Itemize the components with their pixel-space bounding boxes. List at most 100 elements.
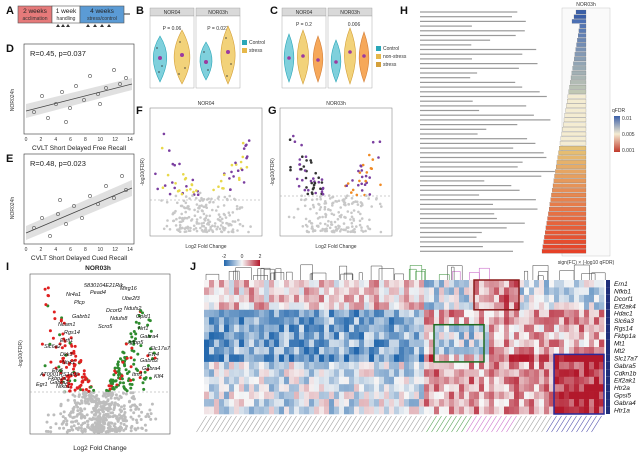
heatmap-cell — [239, 376, 245, 385]
heatmap-cell — [304, 287, 310, 296]
heatmap-cell — [484, 376, 490, 385]
heatmap-cell — [289, 332, 295, 340]
volcano-point — [140, 410, 144, 414]
heatmap-cell — [224, 302, 230, 311]
heatmap-cell — [239, 354, 245, 363]
heatmap-cell — [389, 309, 395, 318]
heatmap-cell — [444, 324, 450, 333]
volcano-point — [289, 168, 292, 172]
heatmap-cell — [299, 369, 305, 378]
volcano-point — [202, 221, 205, 225]
volcano-point — [168, 192, 172, 196]
heatmap-cell — [364, 302, 370, 311]
volcano-point — [199, 216, 202, 219]
heatmap-cell — [284, 332, 290, 340]
heatmap-cell — [569, 399, 575, 407]
heatmap-cell — [389, 361, 395, 370]
heatmap-cell — [574, 309, 580, 318]
column-label-placeholder — [291, 415, 302, 433]
volcano-point — [189, 188, 192, 191]
heatmap-cell — [344, 354, 350, 363]
heatmap-cell — [534, 354, 540, 363]
column-label-placeholder — [326, 415, 337, 433]
heatmap-cell — [459, 361, 465, 370]
heatmap-cell — [484, 391, 490, 400]
heatmap-row-label: Hdac1 — [614, 311, 633, 318]
heatmap-cell — [359, 317, 365, 325]
volcano-point — [79, 426, 83, 430]
dendrogram-branch — [263, 268, 275, 280]
heatmap-cell — [269, 317, 275, 325]
heatmap-cell — [239, 324, 245, 333]
volcano-point — [193, 208, 196, 212]
volcano-point — [125, 424, 129, 428]
bar — [576, 42, 587, 47]
heatmap-cell — [399, 347, 405, 355]
heatmap-cell — [269, 361, 275, 370]
heatmap-cell — [224, 399, 230, 407]
heatmap-cell — [244, 287, 250, 296]
volcano-point — [183, 227, 187, 231]
heatmap-cell — [439, 391, 445, 400]
heatmap-cell — [454, 391, 460, 400]
heatmap-cell — [254, 287, 260, 296]
heatmap-cell — [224, 332, 230, 340]
heatmap-cell — [499, 302, 505, 311]
heatmap-cell — [524, 339, 530, 348]
heatmap-cell — [324, 317, 330, 325]
heatmap-cell — [594, 287, 600, 296]
heatmap-cell — [534, 384, 540, 392]
heatmap-cell — [209, 406, 215, 415]
heatmap-cell — [249, 384, 255, 392]
heatmap-cell — [209, 294, 215, 303]
heatmap-cell — [519, 317, 525, 325]
column-label-placeholder — [571, 415, 582, 433]
volcano-point — [245, 165, 249, 169]
heatmap-cell — [534, 376, 540, 385]
heatmap-cell — [229, 309, 235, 318]
volcano-point — [108, 415, 112, 419]
heatmap-cell — [594, 317, 600, 325]
heatmap-cell — [514, 384, 520, 392]
volcano-point — [132, 411, 136, 415]
heatmap-cell — [589, 384, 595, 392]
heatmap-cell — [264, 339, 270, 348]
heatmap-cell — [404, 324, 410, 333]
bar — [561, 131, 587, 137]
heatmap-cell — [224, 339, 230, 348]
heatmap-cell — [439, 369, 445, 378]
volcano-point — [370, 205, 374, 208]
volcano-point — [103, 422, 106, 426]
term-label-placeholder — [420, 95, 547, 98]
volcano-point — [103, 413, 107, 417]
timeline-box1-label: 2 weeks — [23, 8, 48, 15]
dendrogram-branch — [260, 267, 271, 280]
volcano-point — [224, 216, 228, 219]
heatmap-cell — [274, 339, 280, 348]
heatmap-cell — [379, 376, 385, 385]
gene-label: Rgs14 — [64, 330, 80, 336]
p-value-left: P = 0.06 — [163, 26, 182, 32]
volcano-point — [330, 212, 334, 216]
heatmap-cell — [244, 324, 250, 333]
panel-label-e: E — [6, 153, 13, 165]
heatmap-cell — [339, 391, 345, 400]
heatmap-cell — [364, 354, 370, 363]
volcano-point — [211, 230, 215, 234]
heatmap-cell — [529, 369, 535, 378]
volcano-point — [357, 210, 360, 214]
volcano-point — [230, 223, 233, 227]
volcano-point — [200, 222, 203, 225]
heatmap-cell — [484, 399, 490, 407]
volcano-point — [364, 229, 367, 233]
heatmap-row-label: Slc6a3 — [614, 318, 634, 325]
volcano-point — [345, 226, 349, 229]
heatmap-cell — [369, 347, 375, 355]
heatmap-cell — [584, 302, 590, 311]
heatmap-cell — [359, 280, 365, 288]
heatmap-cell — [564, 309, 570, 318]
volcano-point — [228, 177, 231, 180]
heatmap-cell — [484, 347, 490, 355]
volcano-point — [180, 192, 184, 196]
heatmap-cell — [424, 317, 430, 325]
